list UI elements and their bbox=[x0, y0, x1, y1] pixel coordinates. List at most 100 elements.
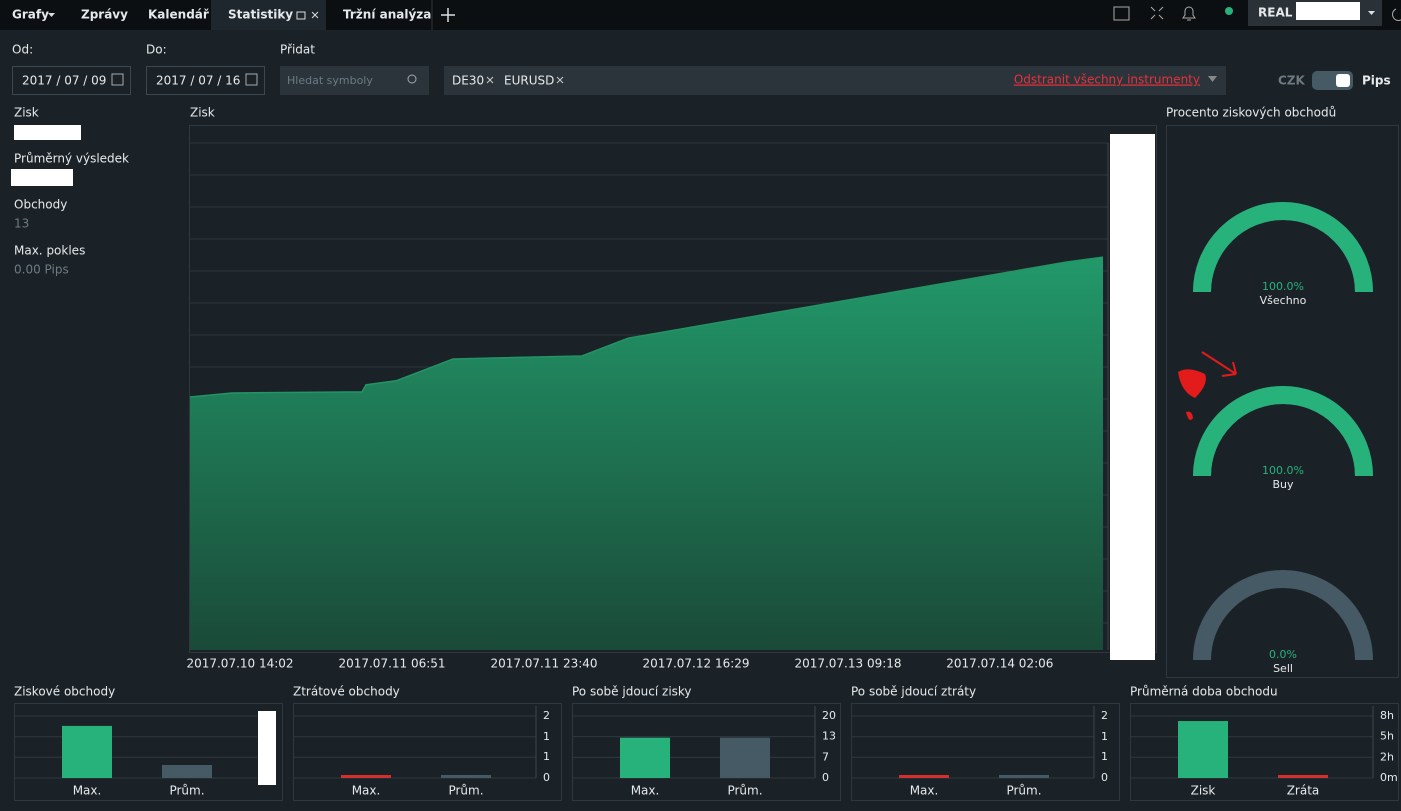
gauge-name: Všechno bbox=[1260, 294, 1307, 307]
y-tick-label: 1 bbox=[1101, 730, 1108, 743]
add-tab[interactable] bbox=[441, 8, 455, 22]
label: Od: bbox=[12, 43, 33, 57]
gauge-name: Sell bbox=[1273, 662, 1293, 675]
maximize-icon[interactable] bbox=[296, 11, 306, 20]
y-tick-label: 1 bbox=[543, 730, 550, 743]
y-tick-label: 0 bbox=[1101, 771, 1108, 784]
gauge-name: Buy bbox=[1272, 478, 1294, 491]
panel-title: Procento ziskových obchodů bbox=[1166, 106, 1336, 120]
panel bbox=[572, 703, 841, 801]
summary-value: 0.00 Pips bbox=[14, 263, 69, 277]
layout-icon[interactable] bbox=[1113, 6, 1130, 21]
summary-value: 13 bbox=[14, 217, 29, 231]
panel-title: Ziskové obchody bbox=[14, 685, 115, 699]
tab[interactable]: Kalendář bbox=[148, 8, 209, 22]
bar bbox=[720, 737, 770, 778]
calendar-icon[interactable] bbox=[111, 73, 124, 86]
caret bbox=[48, 13, 55, 17]
currency[interactable]: CZK bbox=[1278, 74, 1306, 88]
instrument: DE30 bbox=[452, 74, 484, 88]
bar bbox=[341, 775, 391, 778]
gauge-track bbox=[1193, 570, 1373, 661]
caret[interactable] bbox=[1208, 76, 1217, 82]
panel bbox=[1130, 703, 1399, 801]
toggle-knob bbox=[1336, 74, 1350, 87]
y-tick-label: 0m bbox=[1380, 771, 1398, 784]
x-tick-label: Max. bbox=[631, 784, 660, 798]
y-tick-label: 0 bbox=[543, 771, 550, 784]
close-icon[interactable] bbox=[311, 11, 319, 19]
area-line bbox=[189, 256, 1104, 398]
y-tick-label: 20 bbox=[822, 709, 836, 722]
tab[interactable]: Zprávy bbox=[81, 8, 128, 22]
date: 2017 / 07 / 16 bbox=[156, 74, 240, 88]
x-tick-label: Max. bbox=[910, 784, 939, 798]
x-tick-label: Prům. bbox=[727, 784, 762, 798]
caret bbox=[1368, 11, 1375, 15]
x-tick-label: Prům. bbox=[448, 784, 483, 798]
redacted bbox=[258, 711, 276, 785]
instrument-bar bbox=[444, 66, 1226, 95]
x-tick-label: 2017.07.10 14:02 bbox=[186, 657, 293, 671]
date: 2017 / 07 / 09 bbox=[22, 74, 106, 88]
panel-title: Ztrátové obchody bbox=[293, 685, 400, 699]
remove-icon[interactable] bbox=[486, 76, 494, 84]
x-tick-label: 2017.07.11 06:51 bbox=[338, 657, 445, 671]
tab[interactable]: Grafy bbox=[12, 8, 49, 22]
active-tab[interactable] bbox=[211, 0, 326, 30]
calendar-icon[interactable] bbox=[245, 73, 258, 86]
date-input[interactable] bbox=[12, 66, 131, 95]
y-tick-label: 13 bbox=[822, 730, 836, 743]
bar bbox=[441, 775, 491, 778]
tab[interactable]: Statistiky bbox=[228, 8, 293, 22]
search-icon bbox=[407, 74, 417, 84]
label: Do: bbox=[146, 43, 167, 57]
label: Přidat bbox=[280, 43, 315, 57]
summary-label: Zisk bbox=[14, 106, 39, 120]
redacted bbox=[11, 169, 73, 186]
y-tick-label: 8h bbox=[1380, 709, 1394, 722]
x-tick-label: 2017.07.11 23:40 bbox=[490, 657, 597, 671]
x-tick-label: Prům. bbox=[169, 784, 204, 798]
bell-icon[interactable] bbox=[1182, 6, 1196, 21]
remove-all[interactable]: Odstranit všechny instrumenty bbox=[1014, 73, 1200, 87]
y-tick-label: 2 bbox=[1101, 709, 1108, 722]
gauge-label: 0.0% bbox=[1269, 648, 1297, 661]
bar bbox=[62, 725, 112, 778]
panel-title: Po sobě jdoucí ztráty bbox=[851, 685, 976, 699]
tab[interactable]: Tržní analýza bbox=[343, 8, 431, 22]
panel-title: Po sobě jdoucí zisky bbox=[572, 685, 692, 699]
gauge-label: 100.0% bbox=[1262, 464, 1304, 477]
gauge-label: 100.0% bbox=[1262, 280, 1304, 293]
bar bbox=[899, 775, 949, 778]
chart-title: Zisk bbox=[190, 106, 215, 120]
annotation-arrow bbox=[1201, 351, 1237, 377]
summary-label: Průměrný výsledek bbox=[14, 152, 129, 166]
y-tick-label: 7 bbox=[822, 750, 829, 763]
fullscreen-icon[interactable] bbox=[1150, 6, 1164, 20]
top-bar bbox=[0, 0, 1401, 30]
x-tick-label: Max. bbox=[352, 784, 381, 798]
power-icon[interactable] bbox=[1392, 8, 1401, 21]
summary-label: Obchody bbox=[14, 198, 67, 212]
y-tick-label: 0 bbox=[822, 771, 829, 784]
redacted bbox=[1110, 134, 1155, 660]
redacted bbox=[14, 125, 81, 140]
date-input[interactable] bbox=[146, 66, 265, 95]
placeholder: Hledat symboly bbox=[287, 74, 373, 87]
y-tick-label: 2 bbox=[543, 709, 550, 722]
search-input[interactable] bbox=[280, 66, 429, 95]
instrument: EURUSD bbox=[504, 74, 554, 88]
remove-icon[interactable] bbox=[556, 76, 564, 84]
panel bbox=[14, 703, 283, 801]
y-tick-label: 5h bbox=[1380, 730, 1394, 743]
summary-label: Max. pokles bbox=[14, 244, 85, 258]
x-tick-label: 2017.07.13 09:18 bbox=[794, 657, 901, 671]
bar bbox=[1178, 721, 1228, 778]
unit[interactable]: Pips bbox=[1362, 74, 1391, 88]
bar bbox=[620, 737, 670, 778]
x-tick-label: Zráta bbox=[1287, 784, 1320, 798]
x-tick-label: 2017.07.14 02:06 bbox=[946, 657, 1053, 671]
